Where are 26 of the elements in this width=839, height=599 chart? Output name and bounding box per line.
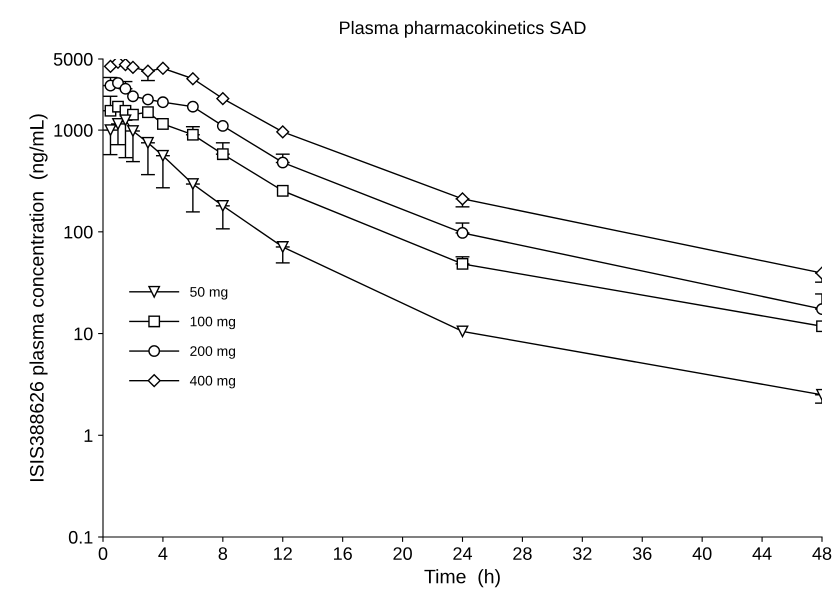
x-tick-label: 16 (334, 547, 352, 560)
x-tick-label: 44 (752, 547, 772, 560)
x-tick-label: 24 (453, 547, 472, 560)
x-tick-label: 28 (513, 547, 532, 560)
x-tick-label: 48 (812, 547, 832, 560)
y-axis-title: ISIS388626 plasma concentration (ng/mL) (29, 114, 48, 482)
legend-label: 200 mg (190, 346, 236, 359)
y-tick-label: 1000 (54, 124, 93, 137)
y-tick-label: 100 (64, 226, 93, 239)
legend-label: 100 mg (190, 316, 236, 330)
x-tick-label: 8 (218, 547, 228, 560)
chart-title: Plasma pharmacokinetics SAD (340, 20, 586, 38)
y-tick-label: 1 (84, 429, 92, 442)
y-tick-label: 0.1 (68, 530, 92, 544)
y-tick-label: 5000 (54, 52, 93, 66)
x-tick-label: 36 (632, 547, 652, 560)
legend-label: 400 mg (190, 376, 236, 388)
x-tick-label: 40 (692, 547, 712, 560)
x-tick-label: 32 (572, 547, 592, 560)
x-tick-label: 4 (158, 547, 168, 560)
legend-label: 50 mg (190, 286, 228, 300)
x-axis-title: Time (h) (424, 569, 500, 588)
y-tick-label: 10 (74, 327, 93, 340)
x-tick-label: 0 (98, 547, 108, 560)
x-tick-label: 12 (274, 547, 292, 560)
x-tick-label: 20 (393, 547, 412, 560)
